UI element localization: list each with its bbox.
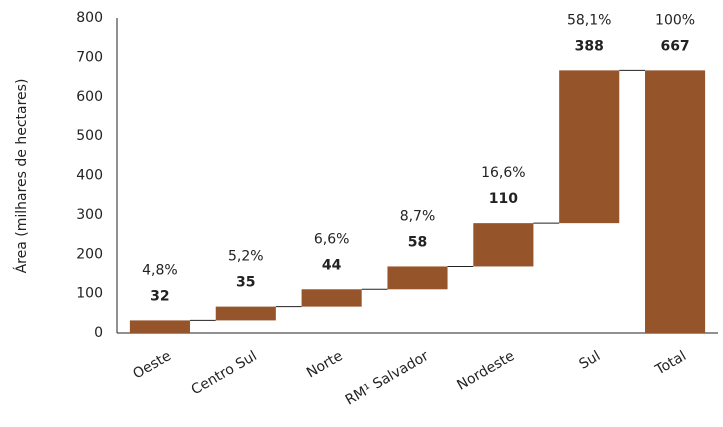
y-tick-label: 300 — [76, 207, 103, 223]
x-tick-label: Sul — [576, 348, 603, 373]
bar — [387, 266, 448, 290]
y-tick-label: 200 — [76, 246, 103, 262]
share-label: 8,7% — [400, 208, 436, 224]
y-tick-label: 0 — [94, 325, 103, 341]
y-axis-label: Área (milhares de hectares) — [13, 79, 30, 274]
x-tick-label: Norte — [304, 348, 346, 381]
share-label: 100% — [655, 12, 695, 28]
value-label: 44 — [322, 257, 342, 273]
bar — [645, 70, 706, 334]
value-label: 667 — [660, 38, 689, 54]
y-tick-label: 600 — [76, 89, 103, 105]
value-label: 35 — [236, 275, 255, 291]
bar — [301, 289, 362, 307]
share-label: 4,8% — [142, 262, 178, 278]
y-tick-label: 500 — [76, 128, 103, 144]
x-tick-label: Total — [652, 348, 689, 379]
bar — [215, 306, 276, 321]
value-label: 110 — [489, 191, 518, 207]
share-label: 5,2% — [228, 249, 264, 265]
value-label: 58 — [408, 234, 427, 250]
share-label: 16,6% — [481, 165, 525, 181]
x-tick-label: Centro Sul — [189, 348, 260, 398]
value-label: 388 — [575, 38, 604, 54]
value-label: 32 — [150, 288, 169, 304]
share-label: 58,1% — [567, 12, 611, 28]
share-label: 6,6% — [314, 231, 350, 247]
y-tick-label: 100 — [76, 286, 103, 302]
y-tick-label: 400 — [76, 168, 103, 184]
y-tick-label: 700 — [76, 49, 103, 65]
x-tick-label: RM¹ Salvador — [343, 348, 432, 409]
x-tick-label: Oeste — [130, 348, 174, 382]
bar — [129, 320, 190, 333]
bar — [473, 223, 534, 267]
y-tick-label: 800 — [76, 10, 103, 26]
bar — [559, 70, 620, 224]
x-tick-label: Nordeste — [454, 348, 517, 394]
